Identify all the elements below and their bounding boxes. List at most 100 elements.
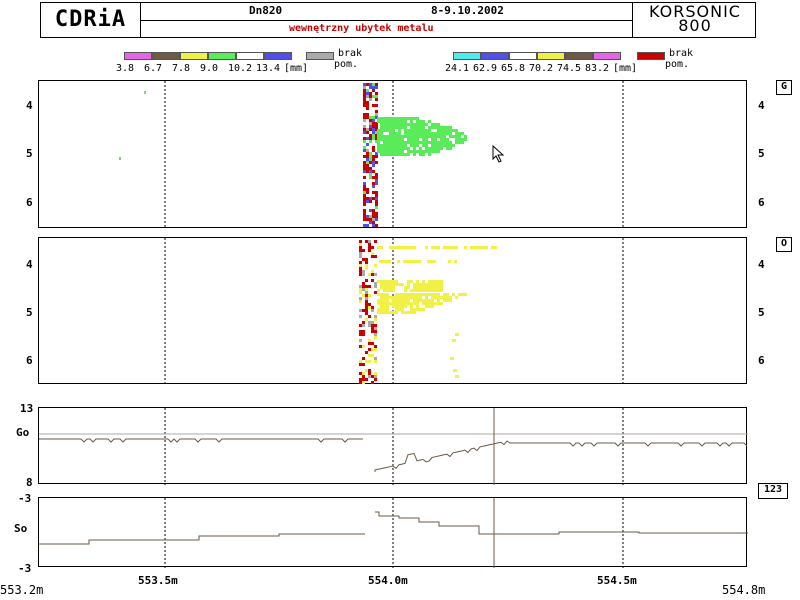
scan-cell	[383, 129, 386, 132]
scan-cell	[386, 123, 389, 126]
scan-cell	[461, 141, 464, 144]
legend-left-unit: [mm]	[284, 63, 309, 74]
scan-cell	[366, 149, 369, 152]
scan-cell	[383, 117, 386, 120]
scan-cell	[363, 209, 366, 212]
scan-cell	[398, 138, 401, 141]
legend-left-nodata-label: brak	[338, 48, 363, 59]
scan-cell	[366, 191, 369, 194]
scan-cell	[431, 280, 434, 283]
scan-cell	[374, 291, 377, 294]
scan-cell	[407, 302, 410, 305]
scan-cell	[368, 369, 371, 372]
scan-cell	[365, 267, 368, 270]
scan-cell	[389, 283, 392, 286]
x-axis-tick: 554.0m	[368, 574, 408, 587]
scan-cell	[383, 135, 386, 138]
scan-cell	[389, 144, 392, 147]
panel-g-scan	[119, 81, 624, 229]
scan-cell	[389, 117, 392, 120]
scan-cell	[401, 299, 404, 302]
scan-cell	[363, 113, 366, 116]
scan-cell	[371, 321, 374, 324]
scan-cell	[431, 147, 434, 150]
scan-cell	[375, 203, 378, 206]
scan-cell	[440, 302, 443, 305]
scan-cell	[419, 308, 422, 311]
scan-cell	[389, 132, 392, 135]
scan-cell	[440, 289, 443, 292]
scan-cell	[366, 104, 369, 107]
scan-cell	[440, 280, 443, 283]
scan-cell	[437, 296, 440, 299]
scan-cell	[407, 280, 410, 283]
scan-cell	[363, 170, 366, 173]
scan-cell	[363, 116, 366, 119]
scan-cell	[422, 150, 425, 153]
scan-cell	[359, 261, 362, 264]
scan-cell	[437, 147, 440, 150]
scan-cell	[410, 120, 413, 123]
scan-cell	[425, 123, 428, 126]
scan-cell	[413, 299, 416, 302]
scan-cell	[454, 260, 457, 263]
scan-cell	[385, 260, 388, 263]
scan-cell	[398, 308, 401, 311]
scan-cell	[363, 194, 366, 197]
scan-cell	[375, 116, 378, 119]
scan-cell	[494, 246, 497, 249]
scan-cell	[395, 141, 398, 144]
scan-cell	[395, 135, 398, 138]
scan-cell	[369, 170, 372, 173]
scan-cell	[372, 170, 375, 173]
scan-cell	[425, 132, 428, 135]
defect-type: wewnętrzny ubytek metalu	[289, 23, 434, 34]
scan-cell	[428, 289, 431, 292]
legend-left-label: 3.8	[116, 63, 135, 74]
scan-cell	[422, 280, 425, 283]
scan-cell	[404, 302, 407, 305]
so-trace-before	[39, 533, 365, 545]
scan-cell	[365, 306, 368, 309]
scan-cell	[377, 311, 380, 314]
scan-cell	[380, 305, 383, 308]
scan-cell	[392, 296, 395, 299]
scan-cell	[362, 375, 365, 378]
scan-cell	[362, 273, 365, 276]
scan-cell	[398, 120, 401, 123]
panel-g-tag[interactable]: G	[776, 80, 792, 95]
scan-cell	[383, 280, 386, 283]
legend-left-swatch	[124, 52, 152, 60]
scan-cell	[368, 321, 371, 324]
scan-cell	[374, 285, 377, 288]
scan-cell	[366, 188, 369, 191]
panel-o-tag[interactable]: O	[776, 237, 792, 252]
scan-cell	[407, 286, 410, 289]
scan-cell	[431, 286, 434, 289]
scan-cell	[443, 138, 446, 141]
scan-cell	[371, 252, 374, 255]
scan-cell	[401, 305, 404, 308]
scan-cell	[389, 129, 392, 132]
scan-cell	[428, 135, 431, 138]
panel-o-tick-right: 6	[758, 354, 765, 367]
scan-cell	[383, 311, 386, 314]
scale-button[interactable]: 123	[758, 483, 788, 499]
scan-cell	[380, 308, 383, 311]
scan-cell	[359, 243, 362, 246]
scan-cell	[363, 188, 366, 191]
scan-cell	[374, 273, 377, 276]
scan-cell	[383, 120, 386, 123]
scan-cell	[458, 138, 461, 141]
scan-cell	[363, 95, 366, 98]
scan-cell	[398, 129, 401, 132]
legend-right-swatch	[453, 52, 481, 60]
scan-cell	[386, 120, 389, 123]
scan-cell	[374, 375, 377, 378]
scan-cell	[365, 378, 368, 381]
scan-cell	[458, 132, 461, 135]
scan-cell	[407, 147, 410, 150]
scan-cell	[437, 302, 440, 305]
scan-cell	[452, 135, 455, 138]
scan-cell	[374, 240, 377, 243]
